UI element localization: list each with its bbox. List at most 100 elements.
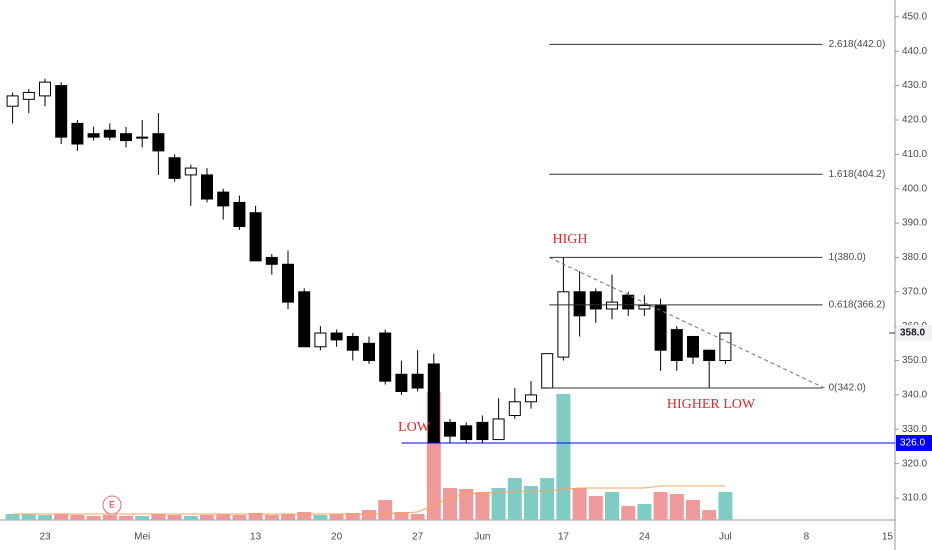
volume-bar xyxy=(605,492,619,520)
candle-body xyxy=(233,201,246,227)
last-price-label: 358.0 xyxy=(900,328,925,339)
candle-body xyxy=(22,91,35,100)
volume-bar xyxy=(524,486,538,520)
annotation: LOW xyxy=(398,420,431,435)
y-tick-label: 390.0 xyxy=(902,218,927,229)
volume-bar xyxy=(686,500,700,520)
y-tick-label: 340.0 xyxy=(902,390,927,401)
volume-bar xyxy=(329,514,344,520)
candle-body xyxy=(460,425,473,441)
fib-label: 0.618(366.2) xyxy=(829,299,886,310)
candle-body xyxy=(687,335,699,358)
volume-bar xyxy=(345,513,360,520)
support-label-box xyxy=(896,435,932,452)
volume-bar xyxy=(135,516,150,520)
volume-bar xyxy=(459,489,474,520)
y-tick-label: 440.0 xyxy=(902,46,927,57)
volume-bar xyxy=(702,510,717,520)
volume-bar xyxy=(281,514,295,520)
candle-body xyxy=(541,353,554,389)
volume-bar xyxy=(297,512,312,520)
y-tick-label: 330.0 xyxy=(902,424,927,435)
candle-body xyxy=(152,133,165,152)
x-tick-label: 23 xyxy=(39,532,51,543)
volume-bar xyxy=(151,514,166,520)
candle-body xyxy=(55,85,68,138)
candle-body xyxy=(282,263,294,303)
last-price-box xyxy=(896,325,932,342)
trendline xyxy=(548,256,825,389)
volume-bar xyxy=(119,516,133,520)
volume-bar xyxy=(216,514,231,520)
candle-body xyxy=(330,332,343,341)
annotation: HIGHER LOW xyxy=(667,397,756,412)
y-tick-label: 380.0 xyxy=(902,252,927,263)
support-label: 326.0 xyxy=(900,438,925,449)
volume-bar xyxy=(572,488,587,520)
candle-body xyxy=(573,291,586,317)
volume-bar xyxy=(588,496,603,520)
volume-bar xyxy=(313,515,328,520)
candle-body xyxy=(249,212,262,262)
volume-bar xyxy=(475,492,490,520)
x-tick-label: Mei xyxy=(134,532,150,543)
candle-body xyxy=(120,133,132,142)
x-tick-label: 20 xyxy=(331,532,343,543)
volume-bar xyxy=(102,515,117,520)
volume-bar xyxy=(183,516,198,520)
volume-bar xyxy=(669,494,684,520)
y-tick-label: 310.0 xyxy=(902,493,927,504)
candle-body xyxy=(606,301,618,310)
volume-bar xyxy=(637,504,652,520)
y-tick-label: 450.0 xyxy=(902,11,927,22)
y-tick-label: 410.0 xyxy=(902,149,927,160)
candle-body xyxy=(363,342,375,362)
x-tick-label: 8 xyxy=(804,532,810,543)
volume-bar xyxy=(443,488,457,520)
candle-body xyxy=(39,81,51,97)
y-tick-label: 320.0 xyxy=(902,458,927,469)
volume-bar xyxy=(200,515,214,520)
x-tick-label: Jul xyxy=(719,532,732,543)
volume-bar xyxy=(410,514,425,520)
earnings-label: E xyxy=(109,499,115,509)
volume-bar xyxy=(70,515,85,520)
candle-body xyxy=(508,401,521,417)
candle-body xyxy=(589,291,602,310)
candle-body xyxy=(71,122,84,145)
volume-bar xyxy=(167,515,182,520)
candle-body xyxy=(265,256,278,265)
x-tick-label: 15 xyxy=(882,532,894,543)
annotation: HIGH xyxy=(553,232,588,247)
candle-body xyxy=(444,421,456,437)
volume-bar xyxy=(718,492,733,520)
candle-body xyxy=(87,133,100,138)
candle-body xyxy=(379,332,392,382)
volume-bar xyxy=(378,500,393,520)
candle-body xyxy=(103,129,116,138)
candle-body xyxy=(638,305,651,310)
candle-body xyxy=(395,373,408,392)
candle-body xyxy=(557,291,570,358)
y-tick-label: 430.0 xyxy=(902,80,927,91)
candle-body xyxy=(411,373,424,389)
volume-bar xyxy=(507,478,522,520)
candle-body xyxy=(346,335,359,351)
volume-bar xyxy=(21,514,36,520)
x-tick-label: 27 xyxy=(412,532,424,543)
candle-body xyxy=(168,157,181,179)
volume-bar xyxy=(621,506,636,520)
candle-body xyxy=(136,136,149,139)
candle-body xyxy=(654,305,667,351)
candle-body xyxy=(217,191,230,207)
candle-body xyxy=(184,167,197,176)
candle-body xyxy=(201,174,213,200)
volume-ma-line xyxy=(12,485,726,515)
candle-body xyxy=(622,294,635,310)
candle-body xyxy=(703,349,716,362)
volume-bar xyxy=(491,488,506,520)
candle-body xyxy=(476,421,489,441)
volume-bar xyxy=(86,516,101,520)
candle-body xyxy=(525,394,537,403)
